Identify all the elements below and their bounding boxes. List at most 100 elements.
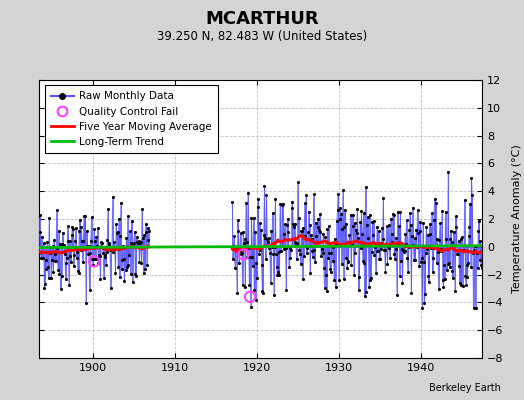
Point bbox=[408, 233, 416, 240]
Point bbox=[72, 225, 80, 231]
Point bbox=[399, 247, 407, 253]
Point bbox=[91, 238, 99, 244]
Point bbox=[437, 246, 445, 252]
Point bbox=[111, 269, 119, 276]
Point bbox=[65, 282, 73, 288]
Point bbox=[79, 238, 88, 244]
Point bbox=[47, 275, 56, 281]
Point bbox=[428, 269, 436, 276]
Point bbox=[308, 236, 316, 242]
Point bbox=[234, 228, 243, 234]
Point bbox=[424, 273, 433, 279]
Point bbox=[427, 245, 435, 251]
Point bbox=[77, 246, 85, 253]
Point bbox=[48, 256, 56, 263]
Point bbox=[308, 248, 316, 254]
Y-axis label: Temperature Anomaly (°C): Temperature Anomaly (°C) bbox=[512, 145, 522, 293]
Point bbox=[290, 221, 299, 227]
Point bbox=[396, 273, 404, 280]
Point bbox=[337, 210, 345, 217]
Point bbox=[77, 224, 85, 230]
Point bbox=[69, 226, 78, 232]
Point bbox=[105, 240, 114, 246]
Point bbox=[457, 282, 465, 289]
Point bbox=[252, 260, 260, 266]
Point bbox=[53, 245, 62, 252]
Point bbox=[286, 255, 294, 261]
Point bbox=[108, 194, 117, 200]
Point bbox=[358, 258, 367, 264]
Point bbox=[311, 220, 320, 226]
Point bbox=[263, 236, 271, 242]
Point bbox=[447, 227, 455, 234]
Point bbox=[259, 290, 267, 296]
Point bbox=[349, 222, 357, 229]
Point bbox=[263, 191, 271, 198]
Point bbox=[54, 228, 63, 234]
Point bbox=[442, 236, 451, 242]
Point bbox=[39, 240, 48, 246]
Point bbox=[340, 224, 348, 230]
Point bbox=[379, 195, 388, 201]
Point bbox=[64, 238, 72, 244]
Point bbox=[83, 243, 92, 250]
Point bbox=[326, 269, 335, 275]
Point bbox=[39, 255, 47, 261]
Point bbox=[244, 190, 252, 196]
Point bbox=[99, 245, 107, 251]
Point bbox=[389, 211, 397, 217]
Point bbox=[343, 265, 351, 271]
Point bbox=[378, 236, 387, 242]
Point bbox=[94, 260, 103, 266]
Point bbox=[272, 251, 280, 257]
Text: 39.250 N, 82.483 W (United States): 39.250 N, 82.483 W (United States) bbox=[157, 30, 367, 43]
Point bbox=[313, 216, 322, 222]
Point bbox=[301, 233, 310, 240]
Point bbox=[361, 293, 369, 299]
Point bbox=[404, 269, 412, 276]
Point bbox=[232, 244, 241, 250]
Point bbox=[261, 256, 270, 262]
Point bbox=[394, 208, 402, 215]
Point bbox=[353, 230, 361, 236]
Point bbox=[67, 259, 75, 266]
Point bbox=[355, 287, 363, 293]
Point bbox=[313, 238, 321, 245]
Point bbox=[466, 264, 475, 270]
Point bbox=[428, 210, 436, 216]
Point bbox=[234, 217, 242, 223]
Point bbox=[450, 246, 458, 252]
Point bbox=[418, 304, 427, 311]
Point bbox=[461, 272, 470, 279]
Point bbox=[140, 231, 148, 238]
Point bbox=[45, 274, 53, 281]
Point bbox=[413, 207, 422, 213]
Point bbox=[455, 262, 463, 269]
Point bbox=[128, 278, 137, 285]
Point bbox=[454, 238, 463, 244]
Point bbox=[66, 253, 74, 260]
Point bbox=[340, 276, 348, 282]
Point bbox=[448, 268, 456, 274]
Point bbox=[342, 221, 351, 228]
Point bbox=[55, 270, 63, 277]
Point bbox=[257, 262, 266, 268]
Point bbox=[68, 224, 77, 230]
Point bbox=[335, 216, 344, 222]
Point bbox=[336, 204, 344, 211]
Point bbox=[412, 244, 421, 250]
Point bbox=[247, 304, 255, 310]
Point bbox=[315, 227, 323, 233]
Point bbox=[32, 232, 41, 238]
Point bbox=[259, 232, 268, 238]
Point bbox=[243, 254, 252, 260]
Point bbox=[463, 261, 471, 268]
Point bbox=[136, 240, 144, 246]
Point bbox=[356, 218, 364, 225]
Point bbox=[59, 242, 68, 248]
Point bbox=[113, 229, 121, 236]
Point bbox=[333, 218, 341, 224]
Point bbox=[99, 250, 107, 256]
Point bbox=[338, 226, 346, 232]
Point bbox=[270, 244, 279, 250]
